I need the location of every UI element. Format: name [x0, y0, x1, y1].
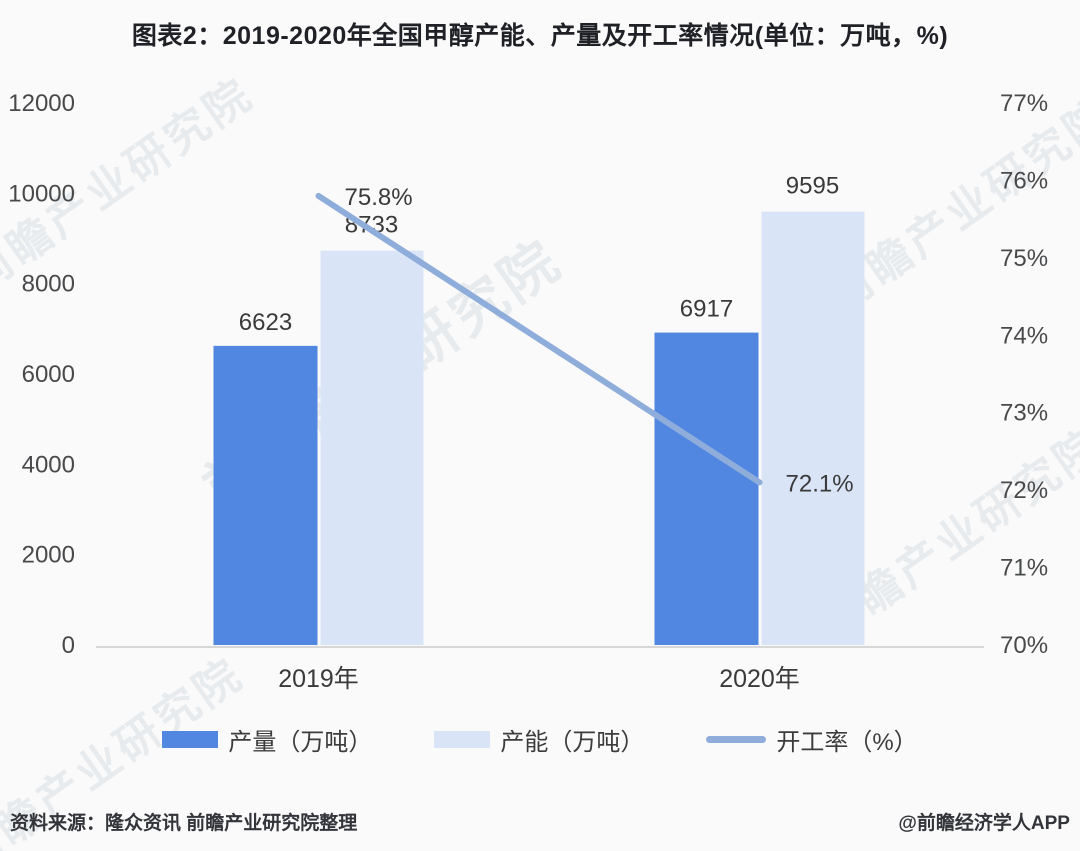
bar-value-label: 6917	[680, 296, 733, 323]
category-label: 2020年	[719, 665, 800, 693]
bar-value-label: 9595	[786, 173, 839, 200]
right-axis-tick: 73%	[1000, 400, 1048, 427]
line-value-label: 72.1%	[786, 470, 854, 497]
bar-production-2020年	[654, 332, 759, 645]
legend-item-production: 产量（万吨）	[162, 722, 372, 757]
legend-item-capacity: 产能（万吨）	[434, 722, 644, 757]
right-axis-tick: 77%	[1000, 90, 1048, 117]
left-axis-tick: 6000	[22, 361, 75, 388]
right-axis-tick: 75%	[1000, 245, 1048, 272]
left-axis-tick: 10000	[8, 180, 75, 207]
legend-swatch-capacity	[434, 731, 491, 748]
right-axis-tick: 71%	[1000, 555, 1048, 582]
credit-text: @前瞻经济学人APP	[898, 813, 1070, 834]
legend-label-capacity: 产能（万吨）	[500, 729, 645, 756]
right-axis-tick: 74%	[1000, 322, 1048, 349]
legend-label-production: 产量（万吨）	[228, 729, 373, 756]
left-axis-tick: 8000	[22, 271, 75, 298]
right-axis-tick: 76%	[1000, 167, 1048, 194]
legend-label-operating-rate: 开工率（%）	[776, 729, 918, 756]
left-axis-tick: 4000	[22, 451, 75, 478]
left-axis-tick: 2000	[22, 542, 75, 569]
legend-swatch-operating-rate	[706, 736, 767, 743]
bar-value-label: 6623	[239, 309, 292, 336]
operating-rate-line	[315, 192, 763, 486]
left-axis-tick: 12000	[8, 90, 75, 117]
category-label: 2019年	[278, 665, 359, 693]
legend-item-operating-rate: 开工率（%）	[706, 722, 918, 757]
source-text: 资料来源：隆众资讯 前瞻产业研究院整理	[10, 813, 358, 834]
bar-production-2019年	[213, 345, 318, 645]
bar-capacity-2019年	[320, 250, 424, 645]
legend-swatch-production	[162, 731, 219, 748]
chart-title: 图表2：2019-2020年全国甲醇产能、产量及开工率情况(单位：万吨，%)	[131, 22, 949, 50]
combo-chart: 0 2000 4000 6000 8000 10000 12000 70% 71% 72% 73% 7…	[8, 90, 1048, 693]
right-axis-tick: 70%	[1000, 632, 1048, 659]
bar-capacity-2020年	[761, 211, 865, 645]
left-axis-tick: 0	[62, 632, 75, 659]
chart-footer: 资料来源：隆众资讯 前瞻产业研究院整理 @前瞻经济学人APP	[0, 808, 1080, 835]
right-axis-tick: 72%	[1000, 477, 1048, 504]
line-value-label: 75.8%	[345, 184, 413, 211]
chart-legend: 产量（万吨） 产能（万吨） 开工率（%）	[0, 722, 1080, 757]
